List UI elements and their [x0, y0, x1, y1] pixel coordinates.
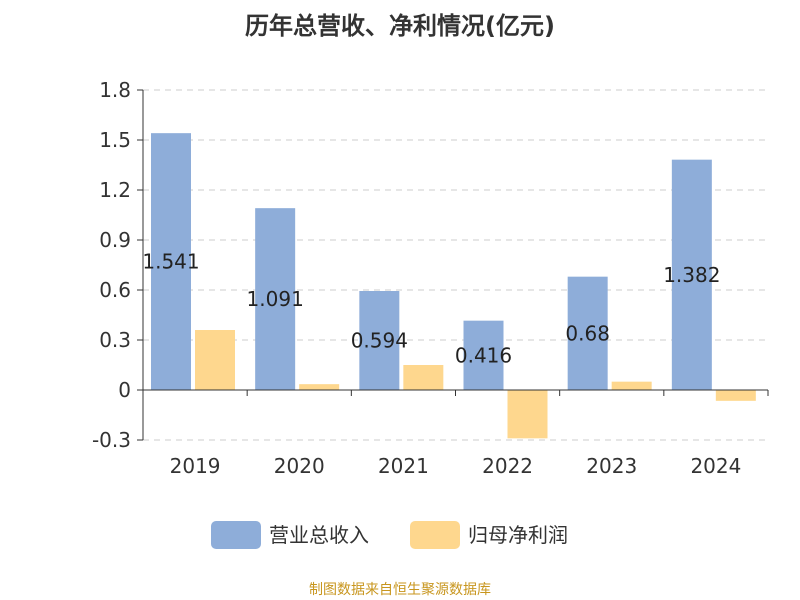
y-tick-label: 1.8 — [99, 78, 131, 102]
x-tick-label: 2020 — [274, 454, 325, 478]
bar-net-profit-2019 — [195, 330, 235, 390]
legend-label-net-profit: 归母净利润 — [468, 523, 568, 547]
bar-value-label: 0.68 — [565, 321, 610, 345]
bar-labels: 1.541 1.091 0.594 0.416 0.68 1.382 — [142, 250, 720, 368]
x-tick-label: 2023 — [586, 454, 637, 478]
legend: 营业总收入 归母净利润 — [211, 521, 568, 549]
bar-value-label: 1.091 — [247, 287, 304, 311]
bar-net-profit-2022 — [507, 390, 548, 439]
bars — [151, 133, 756, 439]
bar-value-label: 1.382 — [663, 263, 720, 287]
bar-revenue-2020 — [255, 208, 296, 390]
x-tick-label: 2019 — [170, 454, 221, 478]
bar-net-profit-2020 — [299, 384, 340, 390]
y-tick-label: 1.5 — [99, 128, 131, 152]
y-tick-label: 0.3 — [99, 328, 131, 352]
bar-revenue-2024 — [671, 159, 712, 390]
source-note: 制图数据来自恒生聚源数据库 — [309, 582, 491, 598]
bar-value-label: 0.416 — [455, 343, 512, 367]
bar-value-label: 0.594 — [351, 329, 408, 353]
y-tick-label: 0 — [118, 378, 131, 402]
grid-lines — [143, 89, 768, 441]
bar-revenue-2023 — [567, 276, 608, 390]
y-tick-label: -0.3 — [92, 428, 131, 452]
bar-net-profit-2024 — [715, 390, 756, 401]
legend-swatch-net-profit — [410, 521, 460, 549]
chart-title: 历年总营收、净利情况(亿元) — [245, 12, 555, 40]
x-tick-label: 2024 — [690, 454, 741, 478]
bar-net-profit-2023 — [611, 381, 652, 390]
y-tick-label: 1.2 — [99, 178, 131, 202]
bar-revenue-2022 — [463, 320, 504, 390]
y-tick-label: 0.9 — [99, 228, 131, 252]
legend-swatch-revenue — [211, 521, 261, 549]
x-tick-label: 2021 — [378, 454, 429, 478]
legend-label-revenue: 营业总收入 — [269, 523, 369, 547]
y-tick-label: 0.6 — [99, 278, 131, 302]
bar-net-profit-2021 — [403, 365, 444, 390]
bar-revenue-2021 — [359, 291, 400, 390]
x-tick-label: 2022 — [482, 454, 533, 478]
bar-value-label: 1.541 — [142, 250, 199, 274]
bar-revenue-2019 — [151, 133, 191, 390]
axes: -0.3 0 0.3 0.6 0.9 1.2 1.5 1.8 2019 2020 2021 2022 2… — [92, 78, 769, 478]
